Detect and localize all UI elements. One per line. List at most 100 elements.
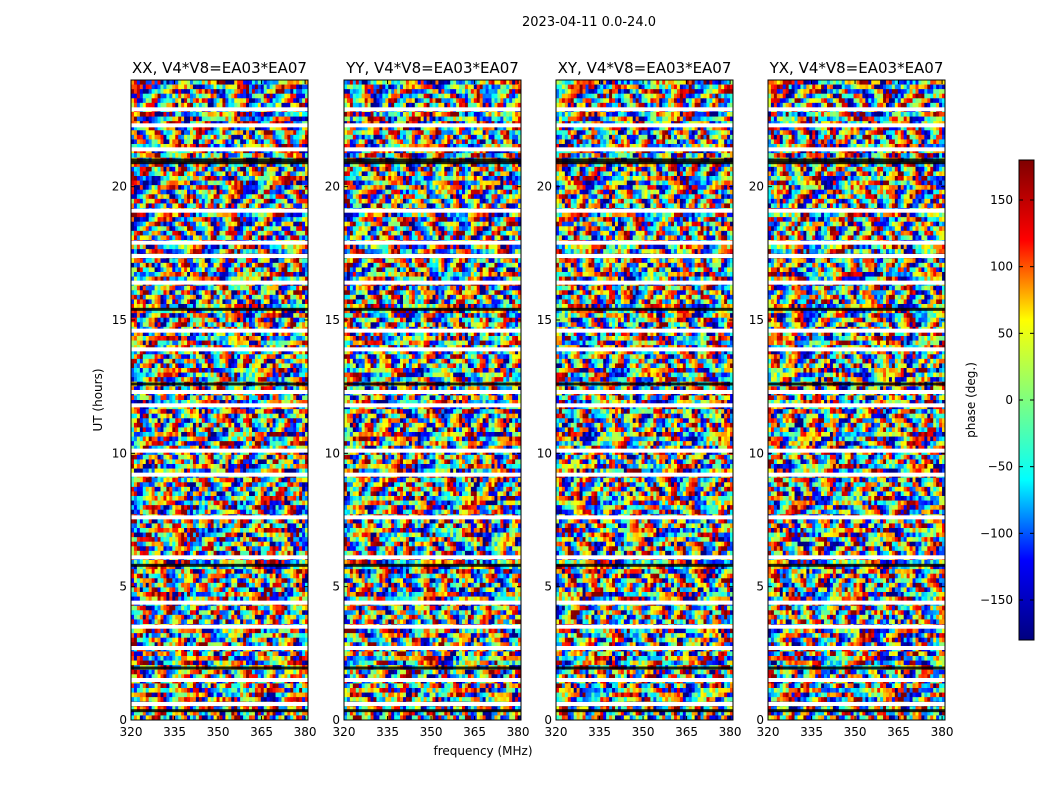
colorbar-tick-label: 50: [998, 326, 1013, 340]
flagged-band: [556, 254, 733, 258]
flagged-band: [556, 107, 733, 112]
panel-2: XY, V4*V8=EA03*EA07 320 335 350 365 380 0 5 10 15…: [537, 59, 742, 739]
flagged-band: [768, 600, 945, 605]
flagged-band: [344, 280, 521, 285]
flagged-band: [344, 472, 521, 477]
colorbar-tick-label: 100: [990, 260, 1013, 274]
flagged-band: [131, 678, 308, 682]
phase-raster: [556, 80, 733, 720]
x-tick-label: 350: [844, 725, 867, 739]
x-tick-label: 350: [207, 725, 230, 739]
x-tick-label: 320: [333, 725, 356, 739]
y-tick-label: 10: [325, 446, 340, 460]
x-tick-label: 350: [420, 725, 443, 739]
flagged-band: [556, 624, 733, 629]
dark-band: [556, 158, 733, 162]
flagged-band: [556, 472, 733, 477]
flagged-band: [344, 147, 521, 152]
dark-band: [556, 666, 733, 670]
dark-band: [344, 161, 521, 165]
flagged-band: [131, 702, 308, 706]
flagged-band: [768, 208, 945, 213]
x-axis-label: frequency (MHz): [433, 744, 532, 758]
panel-3: YX, V4*V8=EA03*EA07 320 335 350 365 380 0 5 10 15…: [749, 59, 954, 739]
flagged-band: [131, 107, 308, 112]
flagged-band: [768, 403, 945, 408]
flagged-band: [344, 555, 521, 560]
flagged-band: [768, 254, 945, 258]
colorbar-tick-label: −150: [980, 593, 1013, 607]
x-tick-label: 380: [931, 725, 954, 739]
flagged-band: [131, 147, 308, 152]
y-tick-label: 15: [537, 313, 552, 327]
flagged-band: [344, 448, 521, 453]
flagged-band: [344, 390, 521, 394]
dark-band: [768, 307, 945, 311]
flagged-band: [344, 107, 521, 112]
flagged-band: [344, 403, 521, 408]
flagged-band: [344, 646, 521, 650]
flagged-band: [131, 403, 308, 408]
x-tick-label: 335: [800, 725, 823, 739]
flagged-band: [131, 515, 308, 520]
flagged-band: [556, 646, 733, 650]
flagged-band: [768, 390, 945, 394]
flagged-band: [131, 208, 308, 213]
flagged-band: [556, 208, 733, 213]
panel-1: YY, V4*V8=EA03*EA07 320 335 350 365 380 0 5 10 15…: [325, 59, 530, 739]
flagged-band: [344, 515, 521, 520]
phase-raster: [131, 80, 308, 720]
flagged-band: [556, 280, 733, 285]
flagged-band: [131, 472, 308, 477]
flagged-band: [131, 328, 308, 333]
x-tick-label: 320: [120, 725, 143, 739]
dark-band: [131, 158, 308, 162]
flagged-band: [344, 347, 521, 352]
flagged-band: [131, 390, 308, 394]
dark-band: [344, 307, 521, 311]
flagged-band: [768, 328, 945, 333]
panel-0: XX, V4*V8=EA03*EA07 320 335 350 365 380 0 5 10 15…: [112, 59, 317, 739]
dark-band: [131, 307, 308, 311]
dark-band: [768, 158, 945, 162]
y-tick-label: 20: [749, 180, 764, 194]
flagged-band: [768, 107, 945, 112]
dark-band: [556, 563, 733, 567]
flagged-band: [556, 403, 733, 408]
y-tick-label: 0: [119, 713, 127, 727]
x-tick-label: 320: [757, 725, 780, 739]
dark-band: [768, 382, 945, 386]
flagged-band: [344, 240, 521, 245]
x-tick-label: 335: [376, 725, 399, 739]
x-tick-label: 335: [163, 725, 186, 739]
panel-title: XX, V4*V8=EA03*EA07: [132, 59, 307, 77]
dark-band: [556, 161, 733, 165]
flagged-band: [131, 646, 308, 650]
y-tick-label: 20: [112, 180, 127, 194]
flagged-band: [768, 280, 945, 285]
phase-raster: [768, 80, 945, 720]
flagged-band: [556, 328, 733, 333]
x-tick-label: 320: [545, 725, 568, 739]
flagged-band: [768, 147, 945, 152]
colorbar-label: phase (deg.): [964, 362, 978, 438]
flagged-band: [131, 280, 308, 285]
y-tick-label: 5: [756, 580, 764, 594]
x-tick-label: 350: [632, 725, 655, 739]
y-tick-label: 0: [544, 713, 552, 727]
colorbar-tick-label: −100: [980, 526, 1013, 540]
flagged-band: [556, 147, 733, 152]
x-tick-label: 365: [887, 725, 910, 739]
x-tick-label: 335: [588, 725, 611, 739]
flagged-band: [131, 555, 308, 560]
dark-band: [344, 666, 521, 670]
flagged-band: [556, 240, 733, 245]
dark-band: [131, 161, 308, 165]
dark-band: [344, 709, 521, 713]
flagged-band: [344, 254, 521, 258]
dark-band: [768, 666, 945, 670]
dark-band: [556, 709, 733, 713]
y-tick-label: 10: [537, 446, 552, 460]
flagged-band: [768, 515, 945, 520]
dark-band: [768, 709, 945, 713]
